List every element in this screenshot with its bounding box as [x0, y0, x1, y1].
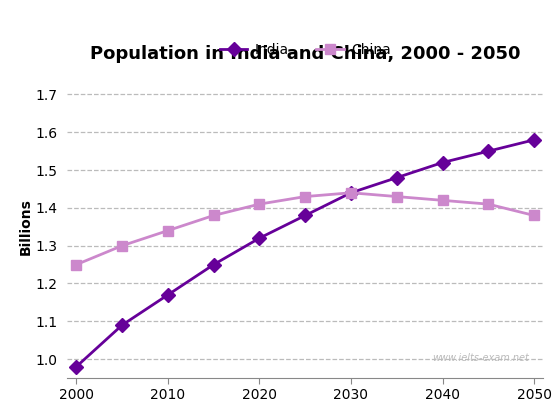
India [531, 137, 538, 142]
India [348, 190, 354, 195]
Legend: India, China: India, China [220, 43, 391, 57]
Line: China: China [72, 188, 539, 270]
Text: www.ielts-exam.net: www.ielts-exam.net [432, 353, 529, 363]
India [119, 323, 125, 328]
India [165, 292, 171, 297]
China [485, 202, 492, 207]
India [485, 149, 492, 154]
China [348, 190, 354, 195]
China [119, 243, 125, 248]
India [439, 160, 446, 165]
China [211, 213, 217, 218]
India [302, 213, 309, 218]
India [256, 236, 263, 241]
India [73, 364, 80, 369]
China [531, 213, 538, 218]
China [165, 228, 171, 233]
Y-axis label: Billions: Billions [18, 198, 32, 255]
China [393, 194, 400, 199]
China [439, 198, 446, 203]
China [73, 262, 80, 267]
China [256, 202, 263, 207]
India [393, 175, 400, 180]
India [211, 262, 217, 267]
China [302, 194, 309, 199]
Line: India: India [72, 135, 539, 372]
Title: Population in India and China, 2000 - 2050: Population in India and China, 2000 - 20… [90, 45, 520, 63]
